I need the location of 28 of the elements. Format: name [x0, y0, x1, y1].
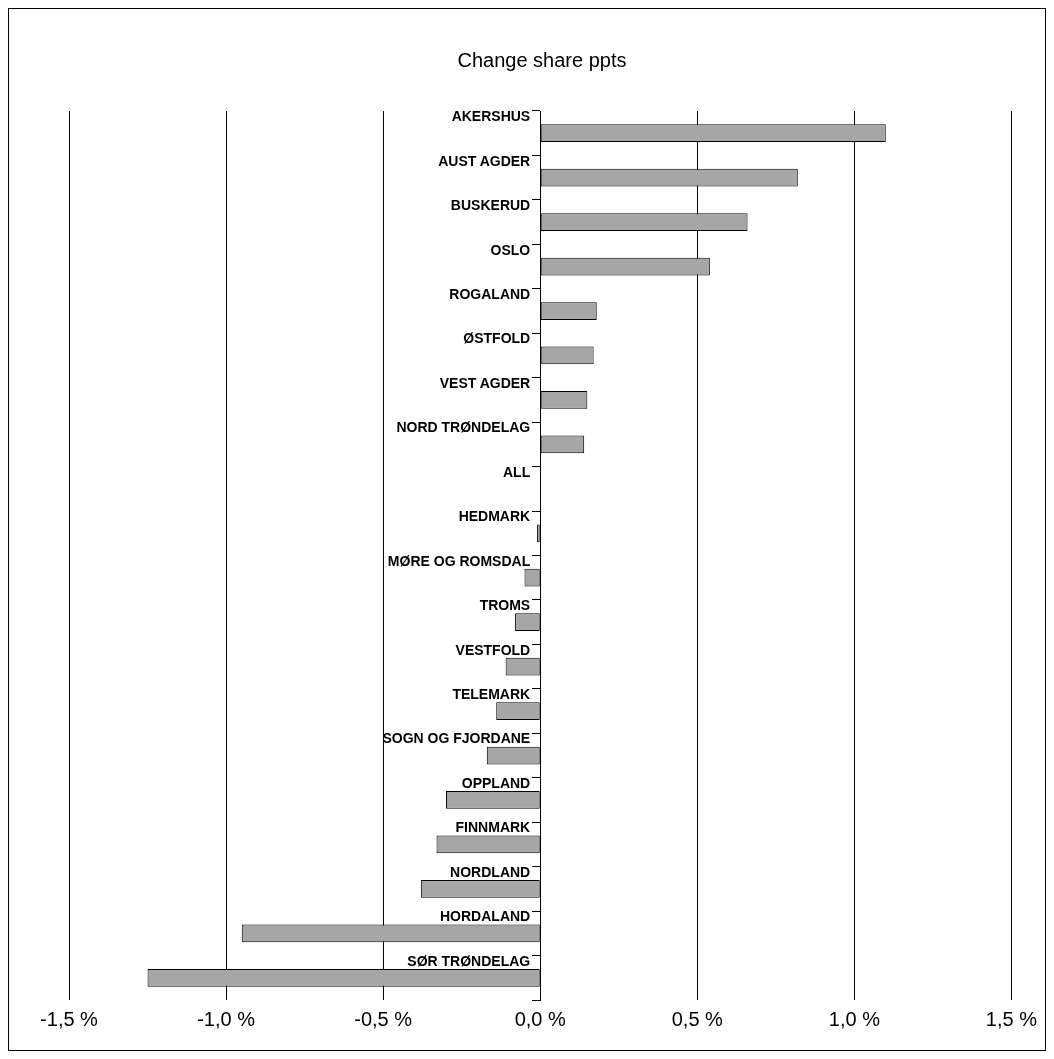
- x-tick-label: 0,0 %: [514, 1007, 566, 1030]
- x-tick-label: -1,0 %: [197, 1007, 256, 1030]
- x-tick-label: 1,5 %: [985, 1007, 1038, 1030]
- x-tick-label: -1,5 %: [40, 1007, 99, 1030]
- x-tick-label: 1,0 %: [828, 1007, 881, 1030]
- x-tick-label: 0,5 %: [671, 1007, 724, 1030]
- y-tick-label: ALL: [503, 463, 531, 480]
- y-tick-label: AKERSHUS: [451, 108, 531, 125]
- y-tick-label: VESTFOLD: [455, 641, 531, 658]
- y-tick-label: HORDALAND: [440, 908, 531, 925]
- y-tick-label: VEST AGDER: [439, 374, 531, 391]
- y-tick-label: HEDMARK: [458, 508, 531, 525]
- y-tick-label: SØR TRØNDELAG: [407, 952, 531, 969]
- y-tick-label: ROGALAND: [449, 285, 531, 302]
- y-tick-label: OPPLAND: [461, 774, 531, 791]
- y-tick-label: ØSTFOLD: [463, 330, 531, 347]
- y-tick-label: NORDLAND: [450, 863, 531, 880]
- y-tick-label: MØRE OG ROMSDAL: [387, 552, 531, 569]
- y-tick-label: SOGN OG FJORDANE: [382, 730, 531, 747]
- y-tick-label: FINNMARK: [455, 819, 531, 836]
- y-tick-label: TELEMARK: [452, 686, 531, 703]
- y-tick-label: AUST AGDER: [438, 152, 531, 169]
- chart-title: Change share ppts: [457, 48, 627, 71]
- y-tick-label: TROMS: [479, 597, 531, 614]
- y-tick-label: BUSKERUD: [450, 197, 531, 214]
- y-tick-label: NORD TRØNDELAG: [396, 419, 531, 436]
- y-tick-label: OSLO: [490, 241, 531, 258]
- x-tick-label: -0,5 %: [354, 1007, 413, 1030]
